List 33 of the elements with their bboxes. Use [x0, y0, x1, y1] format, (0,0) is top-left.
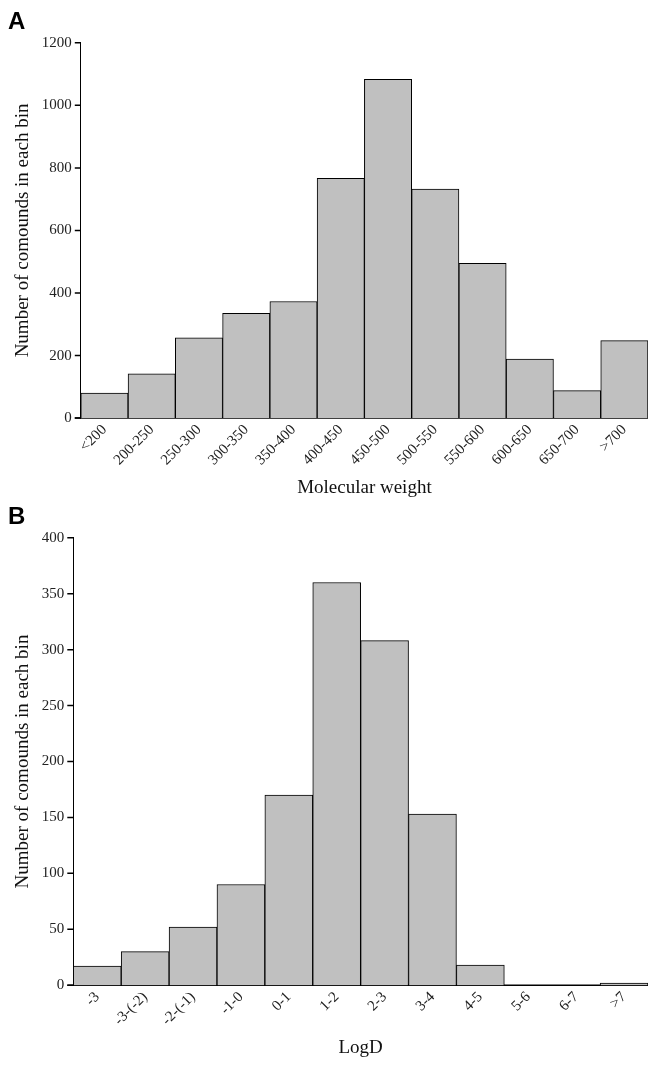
x-tick-label: 3-4	[411, 987, 438, 1014]
y-tick-label: 1000	[41, 96, 72, 113]
x-tick-label: 6-7	[555, 987, 582, 1014]
x-axis-title: Molecular weight	[297, 475, 433, 497]
y-axis-title: Number of comounds in each bin	[11, 103, 33, 358]
y-axis-title: Number of comounds in each bin	[11, 634, 33, 889]
y-tick-label: 100	[41, 864, 65, 881]
x-tick-label: -1-0	[216, 988, 246, 1018]
chart-title: A	[8, 7, 26, 35]
y-tick-label: 800	[49, 158, 72, 175]
y-tick-label: 200	[41, 752, 65, 769]
y-tick-label: 250	[41, 696, 65, 713]
y-tick-label: 0	[64, 409, 72, 426]
x-tick-label: 4-5	[459, 988, 486, 1014]
x-tick-label: 1-2	[316, 988, 342, 1014]
y-tick-label: 400	[41, 528, 65, 545]
y-tick-label: 150	[41, 808, 65, 825]
x-tick-label: 5-6	[507, 987, 534, 1014]
x-axis-title: LogD	[338, 1035, 383, 1057]
x-tick-label: >7	[606, 987, 630, 1011]
y-tick-label: 1200	[41, 33, 72, 50]
x-tick-label: 0-1	[268, 988, 294, 1014]
y-tick-label: 400	[49, 283, 72, 300]
x-tick-label: 2-3	[364, 988, 390, 1014]
x-tick-label: <200	[76, 421, 110, 455]
y-tick-label: 200	[49, 346, 72, 363]
chart-title: B	[8, 502, 26, 530]
y-tick-label: 350	[41, 584, 65, 601]
y-tick-label: 300	[41, 640, 65, 657]
y-tick-label: 0	[56, 976, 65, 993]
y-tick-label: 50	[49, 920, 65, 937]
x-tick-label: -3	[82, 988, 103, 1009]
y-tick-label: 600	[49, 221, 72, 238]
